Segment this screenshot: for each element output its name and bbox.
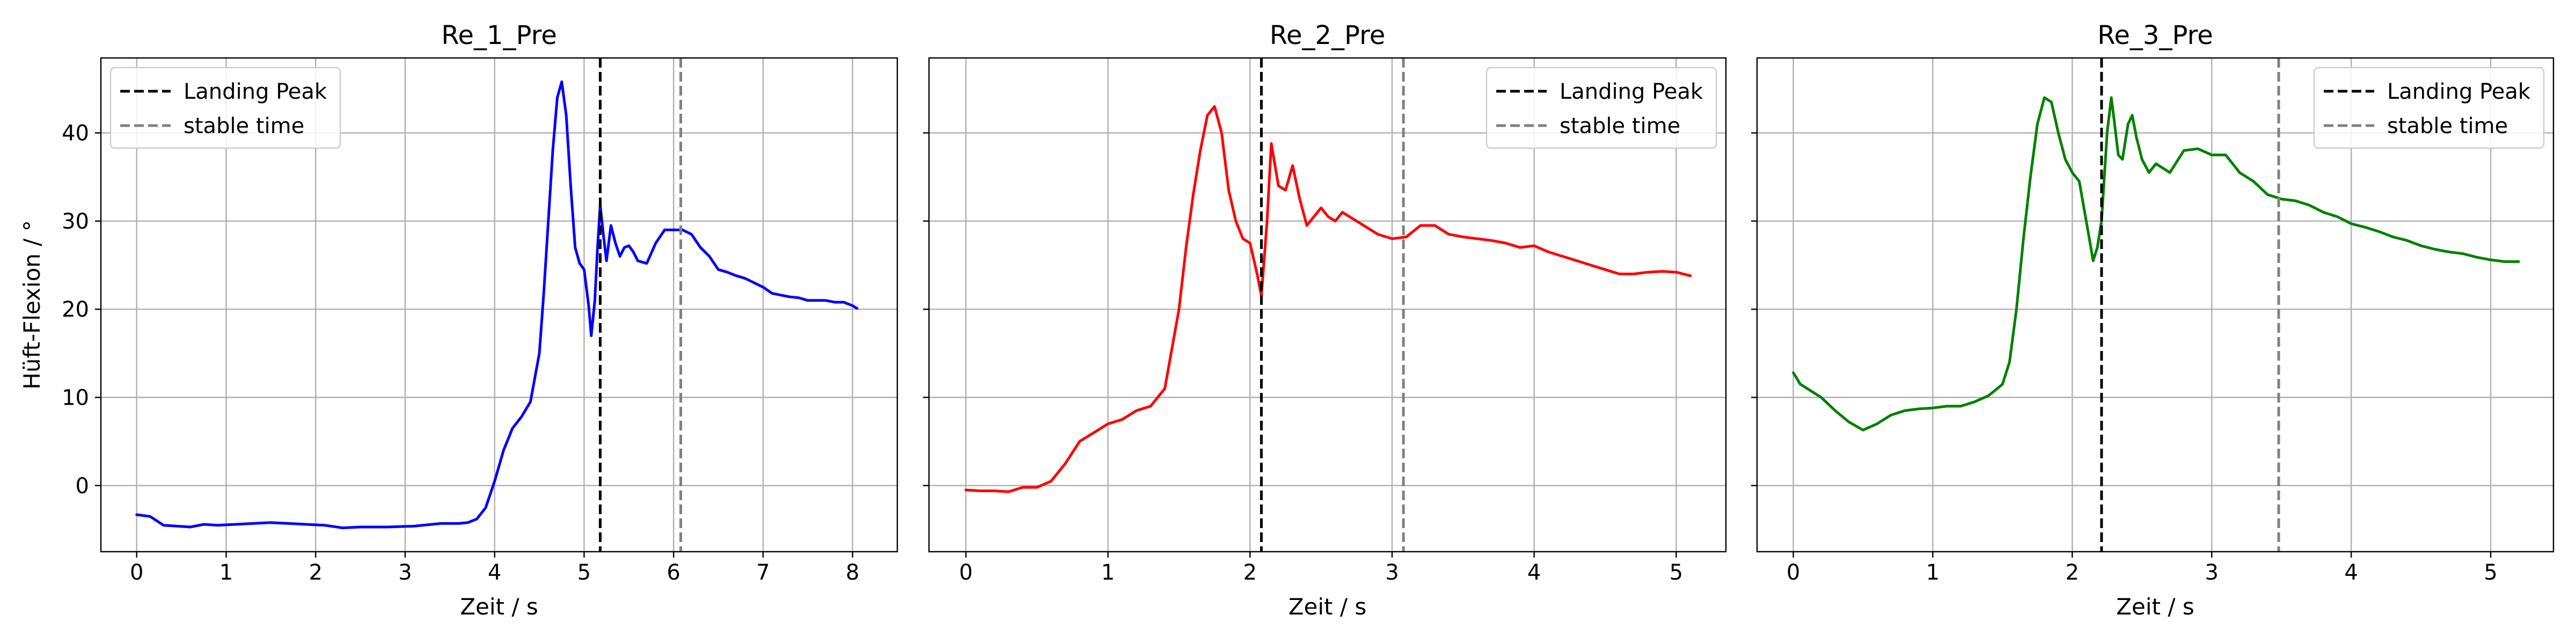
y-tick-label: 20 [62, 297, 89, 322]
y-tick-label: 10 [62, 386, 89, 411]
legend-box [109, 67, 341, 149]
x-tick-label: 6 [667, 560, 680, 585]
legend: Landing Peak stable time [2313, 67, 2545, 149]
data-series-line [135, 80, 859, 530]
data-series-line [964, 105, 1692, 493]
plot-area [1792, 58, 2520, 552]
x-tick-label: 3 [2205, 560, 2219, 585]
legend-label: stable time [2387, 114, 2508, 138]
x-tick-label: 5 [2484, 560, 2497, 585]
legend-label: stable time [184, 114, 304, 138]
y-tick-label: 0 [76, 474, 89, 499]
chart-title: Re_3_Pre [2097, 20, 2213, 50]
y-tick-label: 40 [62, 121, 89, 146]
subplot-2: 0 1 2 3 4 5 Zeit / s Re_2_Pre Landing Peak stable… [923, 20, 1727, 620]
x-tick-label: 7 [756, 560, 770, 585]
data-series-line [1792, 96, 2520, 431]
legend-label: Landing Peak [2387, 79, 2531, 104]
x-tick-label: 4 [488, 560, 501, 585]
x-axis-label: Zeit / s [460, 594, 538, 620]
x-tick-label: 3 [398, 560, 412, 585]
x-axis-label: Zeit / s [2116, 594, 2194, 620]
legend-label: Landing Peak [184, 79, 327, 104]
legend: Landing Peak stable time [109, 67, 341, 149]
subplot-3: 0 1 2 3 4 5 Zeit / s Re_3_Pre Landing Peak stable… [1751, 20, 2555, 620]
plot-area [964, 58, 1692, 552]
x-axis: 0 1 2 3 4 5 6 7 8 [130, 552, 859, 585]
x-tick-label: 4 [2344, 560, 2358, 585]
legend-box [2313, 67, 2545, 149]
plot-area [135, 58, 859, 552]
y-tick-label: 30 [62, 209, 89, 234]
x-tick-label: 8 [846, 560, 859, 585]
x-tick-label: 1 [1101, 560, 1115, 585]
x-tick-label: 3 [1385, 560, 1399, 585]
x-tick-label: 5 [1670, 560, 1683, 585]
x-tick-label: 0 [1787, 560, 1800, 585]
axes-frame [928, 57, 1727, 553]
legend-box [1485, 67, 1717, 149]
chart-title: Re_1_Pre [441, 20, 557, 50]
y-axis [1751, 132, 1757, 486]
x-tick-label: 0 [130, 560, 143, 585]
legend-label: stable time [1560, 114, 1680, 138]
x-tick-label: 2 [309, 560, 322, 585]
chart-title: Re_2_Pre [1270, 20, 1386, 50]
x-axis-label: Zeit / s [1289, 594, 1366, 620]
x-tick-label: 1 [1926, 560, 1940, 585]
legend-label: Landing Peak [1560, 79, 1703, 104]
x-axis: 0 1 2 3 4 5 [959, 552, 1683, 585]
x-axis: 0 1 2 3 4 5 [1787, 552, 2498, 585]
x-tick-label: 2 [2066, 560, 2079, 585]
x-tick-label: 5 [577, 560, 591, 585]
axes-frame [100, 57, 898, 553]
x-tick-label: 2 [1243, 560, 1257, 585]
y-axis-label: Hüft-Flexion / ° [19, 220, 45, 390]
grid-lines [101, 58, 897, 552]
x-tick-label: 0 [959, 560, 972, 585]
legend: Landing Peak stable time [1485, 67, 1717, 149]
x-tick-label: 1 [219, 560, 233, 585]
x-tick-label: 4 [1527, 560, 1541, 585]
y-axis: 0 10 20 30 40 [62, 121, 101, 499]
axes-frame [1756, 57, 2555, 553]
subplot-1: 0 1 2 3 4 5 6 7 8 Zeit / s 0 10 20 30 40 Hüft-Flexion /… [19, 20, 898, 620]
y-axis [923, 132, 929, 486]
